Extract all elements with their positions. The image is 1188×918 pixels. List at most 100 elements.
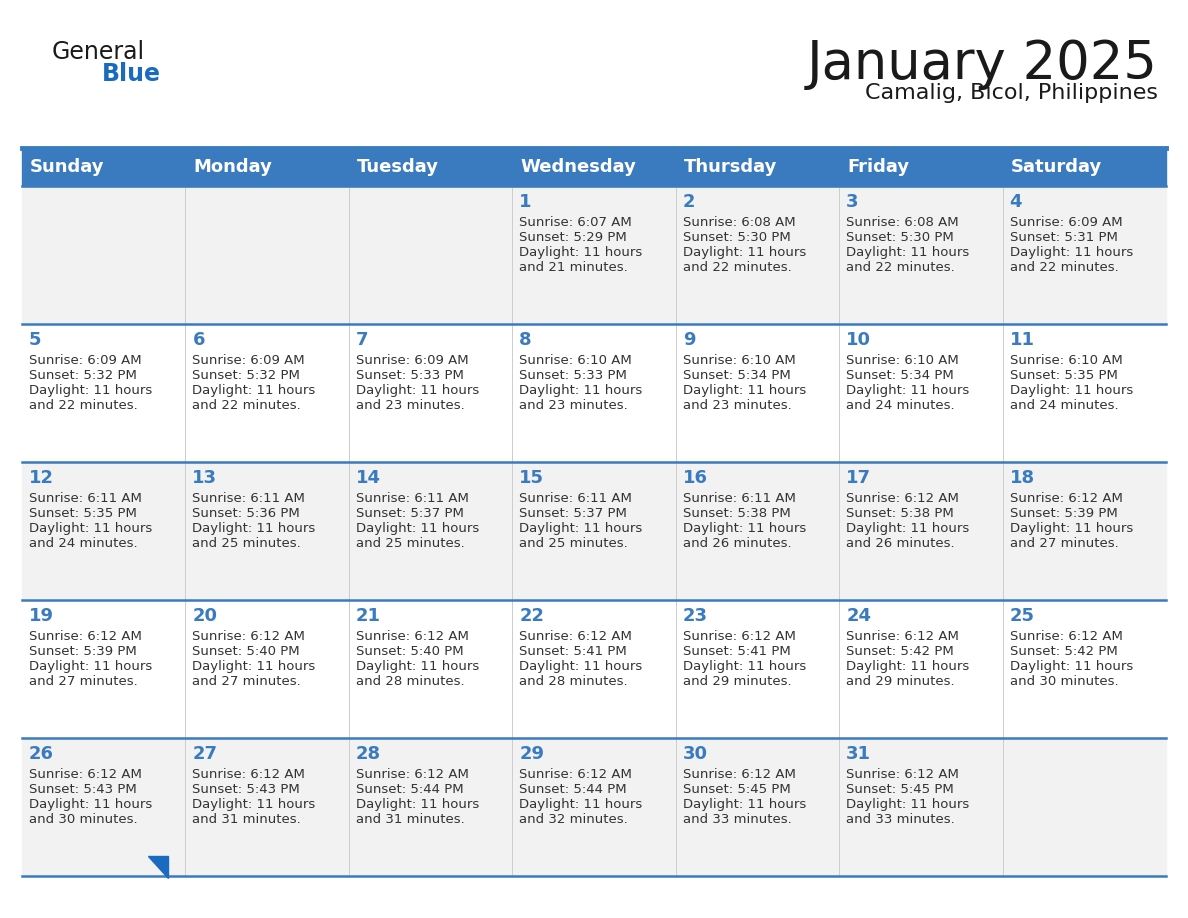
- Text: and 23 minutes.: and 23 minutes.: [683, 399, 791, 412]
- Text: 29: 29: [519, 745, 544, 763]
- Text: Daylight: 11 hours: Daylight: 11 hours: [519, 660, 643, 673]
- Text: Sunrise: 6:10 AM: Sunrise: 6:10 AM: [1010, 354, 1123, 367]
- Text: 6: 6: [192, 331, 204, 349]
- Text: 19: 19: [29, 607, 53, 625]
- Text: Sunset: 5:32 PM: Sunset: 5:32 PM: [192, 369, 301, 382]
- Text: Sunset: 5:30 PM: Sunset: 5:30 PM: [683, 231, 790, 244]
- Text: Daylight: 11 hours: Daylight: 11 hours: [519, 246, 643, 259]
- Polygon shape: [839, 462, 1003, 600]
- Text: Sunset: 5:42 PM: Sunset: 5:42 PM: [846, 645, 954, 658]
- Text: Daylight: 11 hours: Daylight: 11 hours: [29, 660, 152, 673]
- Text: Sunset: 5:44 PM: Sunset: 5:44 PM: [356, 783, 463, 796]
- Text: Sunrise: 6:12 AM: Sunrise: 6:12 AM: [519, 768, 632, 781]
- Text: Sunrise: 6:12 AM: Sunrise: 6:12 AM: [1010, 492, 1123, 505]
- Text: Sunset: 5:40 PM: Sunset: 5:40 PM: [356, 645, 463, 658]
- Text: Sunrise: 6:12 AM: Sunrise: 6:12 AM: [192, 630, 305, 643]
- Text: Daylight: 11 hours: Daylight: 11 hours: [683, 660, 805, 673]
- Text: Sunset: 5:37 PM: Sunset: 5:37 PM: [356, 507, 463, 520]
- Text: Sunset: 5:33 PM: Sunset: 5:33 PM: [519, 369, 627, 382]
- Text: Sunset: 5:32 PM: Sunset: 5:32 PM: [29, 369, 137, 382]
- Text: Daylight: 11 hours: Daylight: 11 hours: [192, 384, 316, 397]
- Text: Sunrise: 6:10 AM: Sunrise: 6:10 AM: [846, 354, 959, 367]
- Text: Sunrise: 6:12 AM: Sunrise: 6:12 AM: [846, 768, 959, 781]
- Text: 27: 27: [192, 745, 217, 763]
- Text: Sunset: 5:39 PM: Sunset: 5:39 PM: [29, 645, 137, 658]
- Polygon shape: [185, 324, 349, 462]
- Text: 22: 22: [519, 607, 544, 625]
- Text: Sunrise: 6:12 AM: Sunrise: 6:12 AM: [356, 768, 469, 781]
- Text: Daylight: 11 hours: Daylight: 11 hours: [846, 246, 969, 259]
- Text: and 22 minutes.: and 22 minutes.: [846, 261, 955, 274]
- Text: Sunset: 5:38 PM: Sunset: 5:38 PM: [683, 507, 790, 520]
- Text: Daylight: 11 hours: Daylight: 11 hours: [192, 660, 316, 673]
- Polygon shape: [839, 148, 1003, 186]
- Text: Daylight: 11 hours: Daylight: 11 hours: [519, 798, 643, 811]
- Text: and 33 minutes.: and 33 minutes.: [846, 813, 955, 826]
- Text: 10: 10: [846, 331, 871, 349]
- Text: 20: 20: [192, 607, 217, 625]
- Text: 28: 28: [356, 745, 381, 763]
- Text: and 31 minutes.: and 31 minutes.: [356, 813, 465, 826]
- Text: Sunrise: 6:12 AM: Sunrise: 6:12 AM: [356, 630, 469, 643]
- Text: Daylight: 11 hours: Daylight: 11 hours: [1010, 246, 1133, 259]
- Text: Sunset: 5:39 PM: Sunset: 5:39 PM: [1010, 507, 1118, 520]
- Text: Sunset: 5:35 PM: Sunset: 5:35 PM: [29, 507, 137, 520]
- Text: Sunrise: 6:08 AM: Sunrise: 6:08 AM: [683, 216, 795, 229]
- Text: Sunset: 5:34 PM: Sunset: 5:34 PM: [846, 369, 954, 382]
- Polygon shape: [349, 324, 512, 462]
- Polygon shape: [676, 600, 839, 738]
- Text: Sunrise: 6:11 AM: Sunrise: 6:11 AM: [519, 492, 632, 505]
- Text: Sunday: Sunday: [30, 158, 105, 176]
- Polygon shape: [839, 186, 1003, 324]
- Text: Daylight: 11 hours: Daylight: 11 hours: [846, 384, 969, 397]
- Text: 2: 2: [683, 193, 695, 211]
- Text: 23: 23: [683, 607, 708, 625]
- Text: and 25 minutes.: and 25 minutes.: [356, 537, 465, 550]
- Text: Daylight: 11 hours: Daylight: 11 hours: [29, 798, 152, 811]
- Text: Sunset: 5:33 PM: Sunset: 5:33 PM: [356, 369, 463, 382]
- Text: Blue: Blue: [102, 62, 162, 86]
- Text: Sunrise: 6:07 AM: Sunrise: 6:07 AM: [519, 216, 632, 229]
- Polygon shape: [349, 462, 512, 600]
- Text: 30: 30: [683, 745, 708, 763]
- Polygon shape: [185, 186, 349, 324]
- Text: Sunrise: 6:12 AM: Sunrise: 6:12 AM: [29, 768, 141, 781]
- Polygon shape: [23, 600, 185, 738]
- Polygon shape: [185, 738, 349, 876]
- Text: 18: 18: [1010, 469, 1035, 487]
- Text: and 23 minutes.: and 23 minutes.: [519, 399, 628, 412]
- Polygon shape: [23, 462, 185, 600]
- Text: Sunset: 5:40 PM: Sunset: 5:40 PM: [192, 645, 301, 658]
- Text: 24: 24: [846, 607, 871, 625]
- Polygon shape: [512, 148, 676, 186]
- Text: Daylight: 11 hours: Daylight: 11 hours: [846, 522, 969, 535]
- Text: and 23 minutes.: and 23 minutes.: [356, 399, 465, 412]
- Text: 8: 8: [519, 331, 532, 349]
- Polygon shape: [1003, 324, 1165, 462]
- Text: and 22 minutes.: and 22 minutes.: [1010, 261, 1118, 274]
- Text: and 29 minutes.: and 29 minutes.: [846, 675, 955, 688]
- Text: 31: 31: [846, 745, 871, 763]
- Text: and 26 minutes.: and 26 minutes.: [846, 537, 955, 550]
- Polygon shape: [676, 148, 839, 186]
- Text: 11: 11: [1010, 331, 1035, 349]
- Text: 5: 5: [29, 331, 42, 349]
- Text: 17: 17: [846, 469, 871, 487]
- Text: 12: 12: [29, 469, 53, 487]
- Polygon shape: [839, 738, 1003, 876]
- Text: and 27 minutes.: and 27 minutes.: [192, 675, 302, 688]
- Text: Daylight: 11 hours: Daylight: 11 hours: [1010, 660, 1133, 673]
- Text: Sunrise: 6:09 AM: Sunrise: 6:09 AM: [1010, 216, 1123, 229]
- Text: and 24 minutes.: and 24 minutes.: [846, 399, 955, 412]
- Text: Sunrise: 6:10 AM: Sunrise: 6:10 AM: [683, 354, 796, 367]
- Text: Sunset: 5:29 PM: Sunset: 5:29 PM: [519, 231, 627, 244]
- Polygon shape: [1003, 462, 1165, 600]
- Polygon shape: [23, 324, 185, 462]
- Text: January 2025: January 2025: [807, 38, 1158, 90]
- Text: and 22 minutes.: and 22 minutes.: [683, 261, 791, 274]
- Text: Sunset: 5:37 PM: Sunset: 5:37 PM: [519, 507, 627, 520]
- Text: Sunset: 5:41 PM: Sunset: 5:41 PM: [519, 645, 627, 658]
- Polygon shape: [185, 600, 349, 738]
- Text: Sunset: 5:38 PM: Sunset: 5:38 PM: [846, 507, 954, 520]
- Polygon shape: [676, 738, 839, 876]
